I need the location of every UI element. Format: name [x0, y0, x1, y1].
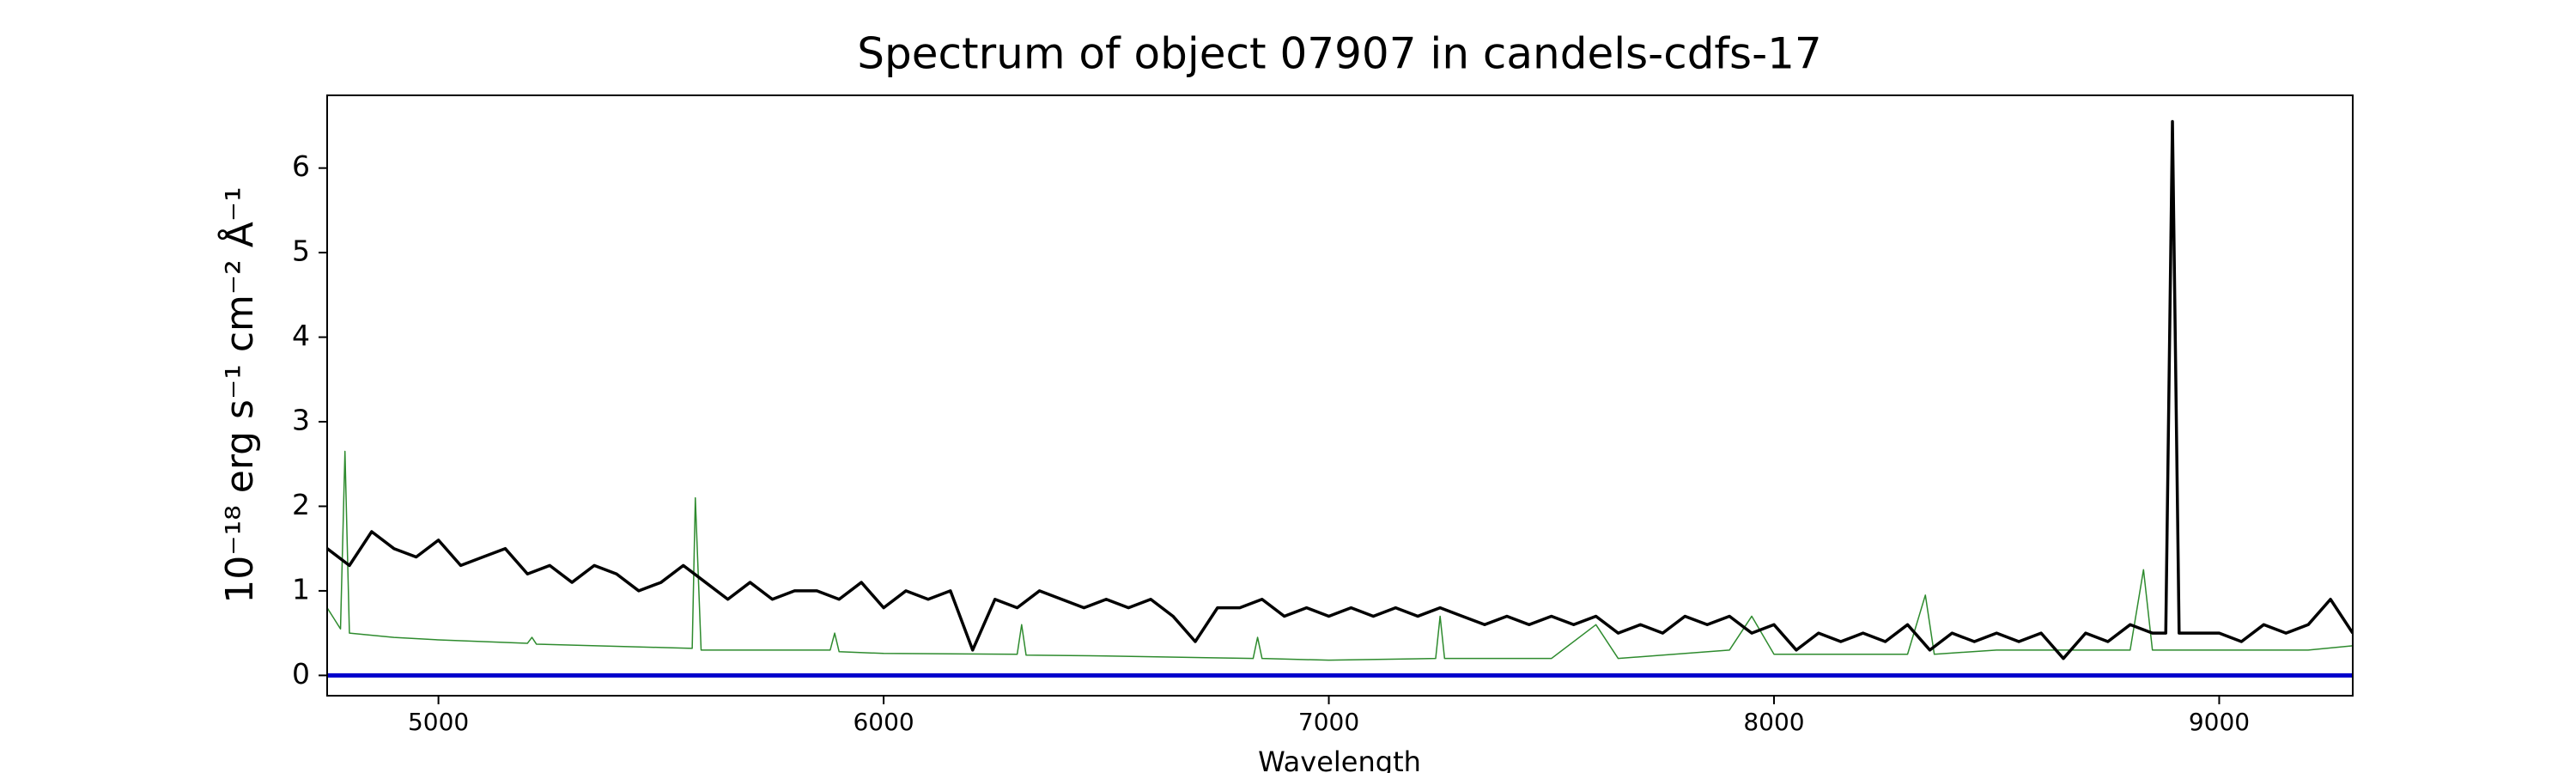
- x-tick-label: 6000: [853, 708, 914, 736]
- plot-frame: [326, 94, 2354, 697]
- y-tick-label: 4: [292, 319, 310, 352]
- x-tick-label: 7000: [1298, 708, 1359, 736]
- chart-title: Spectrum of object 07907 in candels-cdfs…: [857, 29, 1822, 79]
- x-axis-label: Wavelength: [1258, 746, 1421, 773]
- x-tick-label: 5000: [408, 708, 469, 736]
- y-tick-label: 0: [292, 657, 310, 691]
- spectrum-line: [327, 119, 2353, 660]
- y-tick-label: 1: [292, 572, 310, 606]
- x-tick-label: 8000: [1743, 708, 1804, 736]
- y-tick-label: 6: [292, 149, 310, 183]
- y-tick-label: 2: [292, 488, 310, 521]
- y-tick-label: 3: [292, 404, 310, 437]
- y-axis-label: 10⁻¹⁸ erg s⁻¹ cm⁻² Å⁻¹: [216, 186, 262, 603]
- spectrum-line: [327, 450, 2353, 661]
- y-tick-label: 5: [292, 234, 310, 268]
- x-tick-label: 9000: [2189, 708, 2250, 736]
